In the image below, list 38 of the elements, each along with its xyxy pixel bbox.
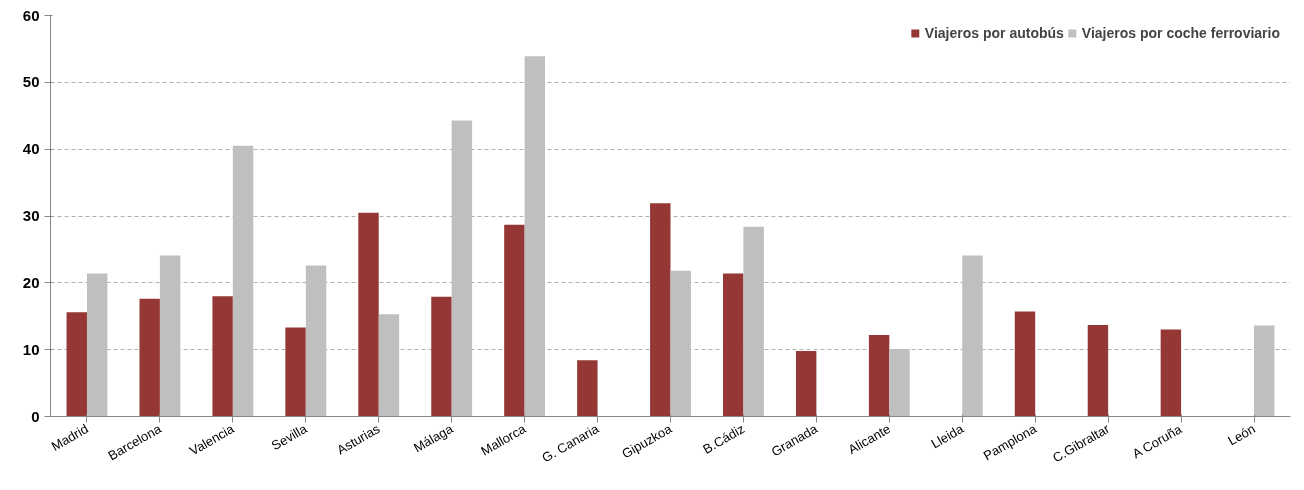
bar [159, 255, 181, 417]
bar [650, 203, 671, 417]
bar [139, 298, 160, 417]
bar [504, 224, 525, 417]
bar [577, 360, 598, 417]
bar [1160, 329, 1182, 417]
bar [1014, 311, 1036, 417]
bar [889, 349, 910, 417]
y-tick-label: 50 [22, 73, 40, 91]
y-tick-label: 30 [22, 207, 40, 224]
bar [451, 120, 473, 417]
bar [66, 312, 87, 417]
bar [743, 226, 764, 417]
y-tick-label: 0 [31, 407, 40, 425]
bar [524, 56, 546, 417]
bar [378, 314, 400, 417]
bar [285, 327, 306, 417]
bar [795, 351, 817, 417]
bar [358, 212, 379, 417]
bar [670, 270, 691, 417]
x-tick-label: Lleida [928, 420, 967, 452]
y-tick-label: 10 [22, 340, 40, 358]
bar [212, 296, 233, 417]
bar [868, 334, 890, 417]
bar [232, 145, 254, 417]
bar [723, 273, 744, 417]
bar [86, 273, 108, 417]
legend-label: Viajeros por coche ferroviario [1081, 25, 1280, 41]
y-tick-label: 40 [22, 140, 40, 158]
bar [305, 265, 327, 417]
legend-label: Viajeros por autobús [924, 25, 1064, 41]
bar [431, 296, 452, 417]
y-tick-label: 60 [22, 6, 40, 24]
bar [1087, 324, 1109, 417]
bar [962, 255, 983, 417]
x-tick-label: León [1225, 421, 1258, 449]
y-tick-label: 20 [22, 273, 40, 291]
bar [1254, 325, 1275, 417]
